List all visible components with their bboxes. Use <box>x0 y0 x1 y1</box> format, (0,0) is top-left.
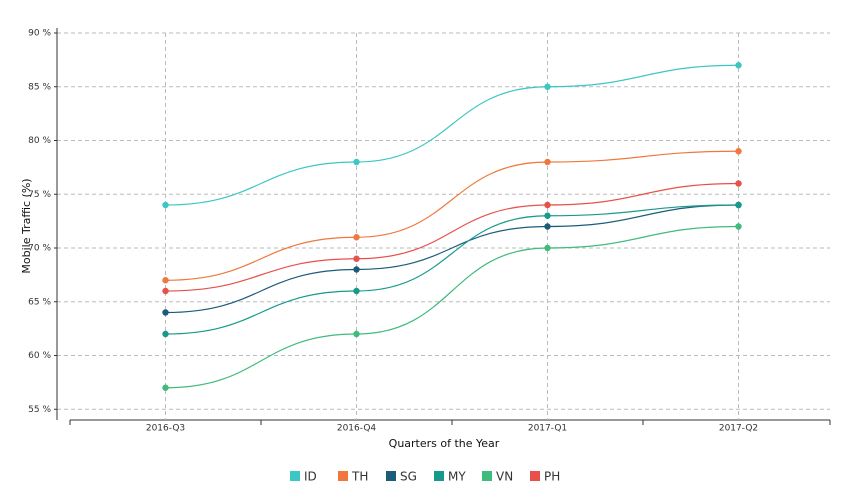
y-axis-title: Mobile Traffic (%) <box>20 178 33 273</box>
legend-label[interactable]: SG <box>400 470 417 484</box>
point <box>735 62 742 69</box>
legend-label[interactable]: VN <box>496 470 513 484</box>
legend-swatch[interactable] <box>434 471 444 481</box>
series-line <box>165 64 739 206</box>
legend-swatch[interactable] <box>482 471 492 481</box>
y-tick-label: 70 % <box>28 244 51 254</box>
series-line <box>165 204 739 335</box>
point <box>735 180 742 187</box>
point <box>162 330 169 338</box>
point <box>544 83 551 90</box>
y-tick-label: 60 % <box>28 351 51 361</box>
y-tick-label: 75 % <box>28 190 51 200</box>
legend-swatch[interactable] <box>290 471 300 481</box>
point <box>162 384 169 391</box>
x-axis-title: Quarters of the Year <box>389 437 500 450</box>
point <box>735 223 742 230</box>
series-line <box>165 204 739 314</box>
point <box>735 148 742 155</box>
point <box>162 287 169 295</box>
point <box>353 330 360 338</box>
y-tick-label: 55 % <box>28 405 51 415</box>
point <box>544 201 551 209</box>
point <box>353 266 360 273</box>
point <box>162 201 169 209</box>
legend-label[interactable]: ID <box>304 470 317 484</box>
series-line <box>165 150 739 281</box>
y-tick-label: 80 % <box>28 136 51 146</box>
legend-label[interactable]: MY <box>448 470 466 484</box>
series-line <box>165 182 739 292</box>
point <box>544 244 551 252</box>
x-tick-label: 2016-Q4 <box>337 424 377 434</box>
legend-label[interactable]: PH <box>544 470 560 484</box>
legend-swatch[interactable] <box>530 471 540 481</box>
y-tick-label: 65 % <box>28 297 51 307</box>
point <box>353 234 360 241</box>
point <box>353 255 360 262</box>
point <box>544 212 551 219</box>
legend-swatch[interactable] <box>386 471 396 481</box>
point <box>544 158 551 166</box>
y-tick-label: 85 % <box>28 82 51 92</box>
point <box>353 287 360 295</box>
point <box>162 309 169 316</box>
series-line <box>165 225 739 389</box>
x-tick-label: 2017-Q2 <box>719 424 758 434</box>
x-tick-label: 2017-Q1 <box>528 424 567 434</box>
point <box>544 223 551 230</box>
y-tick-label: 90 % <box>28 29 51 39</box>
legend-swatch[interactable] <box>338 471 348 481</box>
x-tick-label: 2016-Q3 <box>146 424 185 434</box>
point <box>353 158 360 166</box>
point <box>735 201 742 209</box>
legend-label[interactable]: TH <box>351 470 368 484</box>
point <box>162 277 169 284</box>
